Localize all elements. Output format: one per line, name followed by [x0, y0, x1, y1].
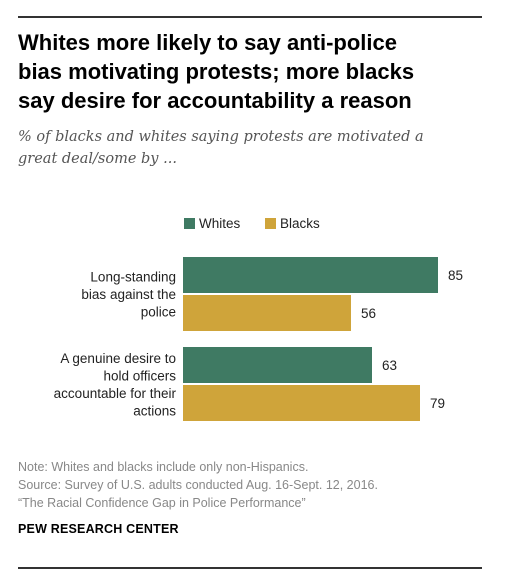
pew-logo-text: PEW RESEARCH CENTER: [18, 522, 179, 536]
source-line: Source: Survey of U.S. adults conducted …: [18, 478, 378, 492]
chart-subtitle: % of blacks and whites saying protests a…: [18, 126, 488, 170]
bar-whites-1: [183, 257, 438, 293]
category-label-2-line-1: A genuine desire to: [60, 351, 176, 366]
category-label-1-line-1: Long-standing: [90, 270, 176, 285]
category-label-2-line-4: actions: [133, 403, 176, 418]
category-label-2-line-3: accountable for their: [54, 386, 177, 401]
category-label-2-line-2: hold officers: [103, 368, 176, 383]
subtitle-line-1: % of blacks and whites saying protests a…: [18, 129, 424, 145]
title-line-1: Whites more likely to say anti-police: [18, 30, 397, 55]
legend-label-2: Blacks: [280, 216, 320, 231]
subtitle-line-2: great deal/some by ...: [18, 151, 177, 167]
category-label-1-line-3: police: [141, 305, 176, 320]
category-label-1-line-2: bias against the: [81, 287, 176, 302]
top-rule: [18, 16, 482, 18]
report-title-line: “The Racial Confidence Gap in Police Per…: [18, 496, 306, 510]
bar-blacks-2: [183, 385, 420, 421]
legend-swatch-1: [184, 218, 195, 229]
legend-label-1: Whites: [199, 216, 241, 231]
bar-blacks-1: [183, 295, 351, 331]
data-label-blacks-2: 79: [430, 396, 445, 411]
note-line-1: Note: Whites and blacks include only non…: [18, 460, 309, 474]
data-label-blacks-1: 56: [361, 306, 376, 321]
bar-chart: Whites Blacks 85 56 Long-standing bias agains…: [54, 216, 463, 421]
bottom-rule: [18, 567, 482, 569]
title-line-3: say desire for accountability a reason: [18, 88, 412, 113]
legend-swatch-2: [265, 218, 276, 229]
chart-notes: Note: Whites and blacks include only non…: [18, 458, 488, 512]
chart-title: Whites more likely to say anti-police bi…: [18, 28, 488, 115]
data-label-whites-2: 63: [382, 358, 397, 373]
title-line-2: bias motivating protests; more blacks: [18, 59, 415, 84]
data-label-whites-1: 85: [448, 268, 463, 283]
bar-whites-2: [183, 347, 372, 383]
